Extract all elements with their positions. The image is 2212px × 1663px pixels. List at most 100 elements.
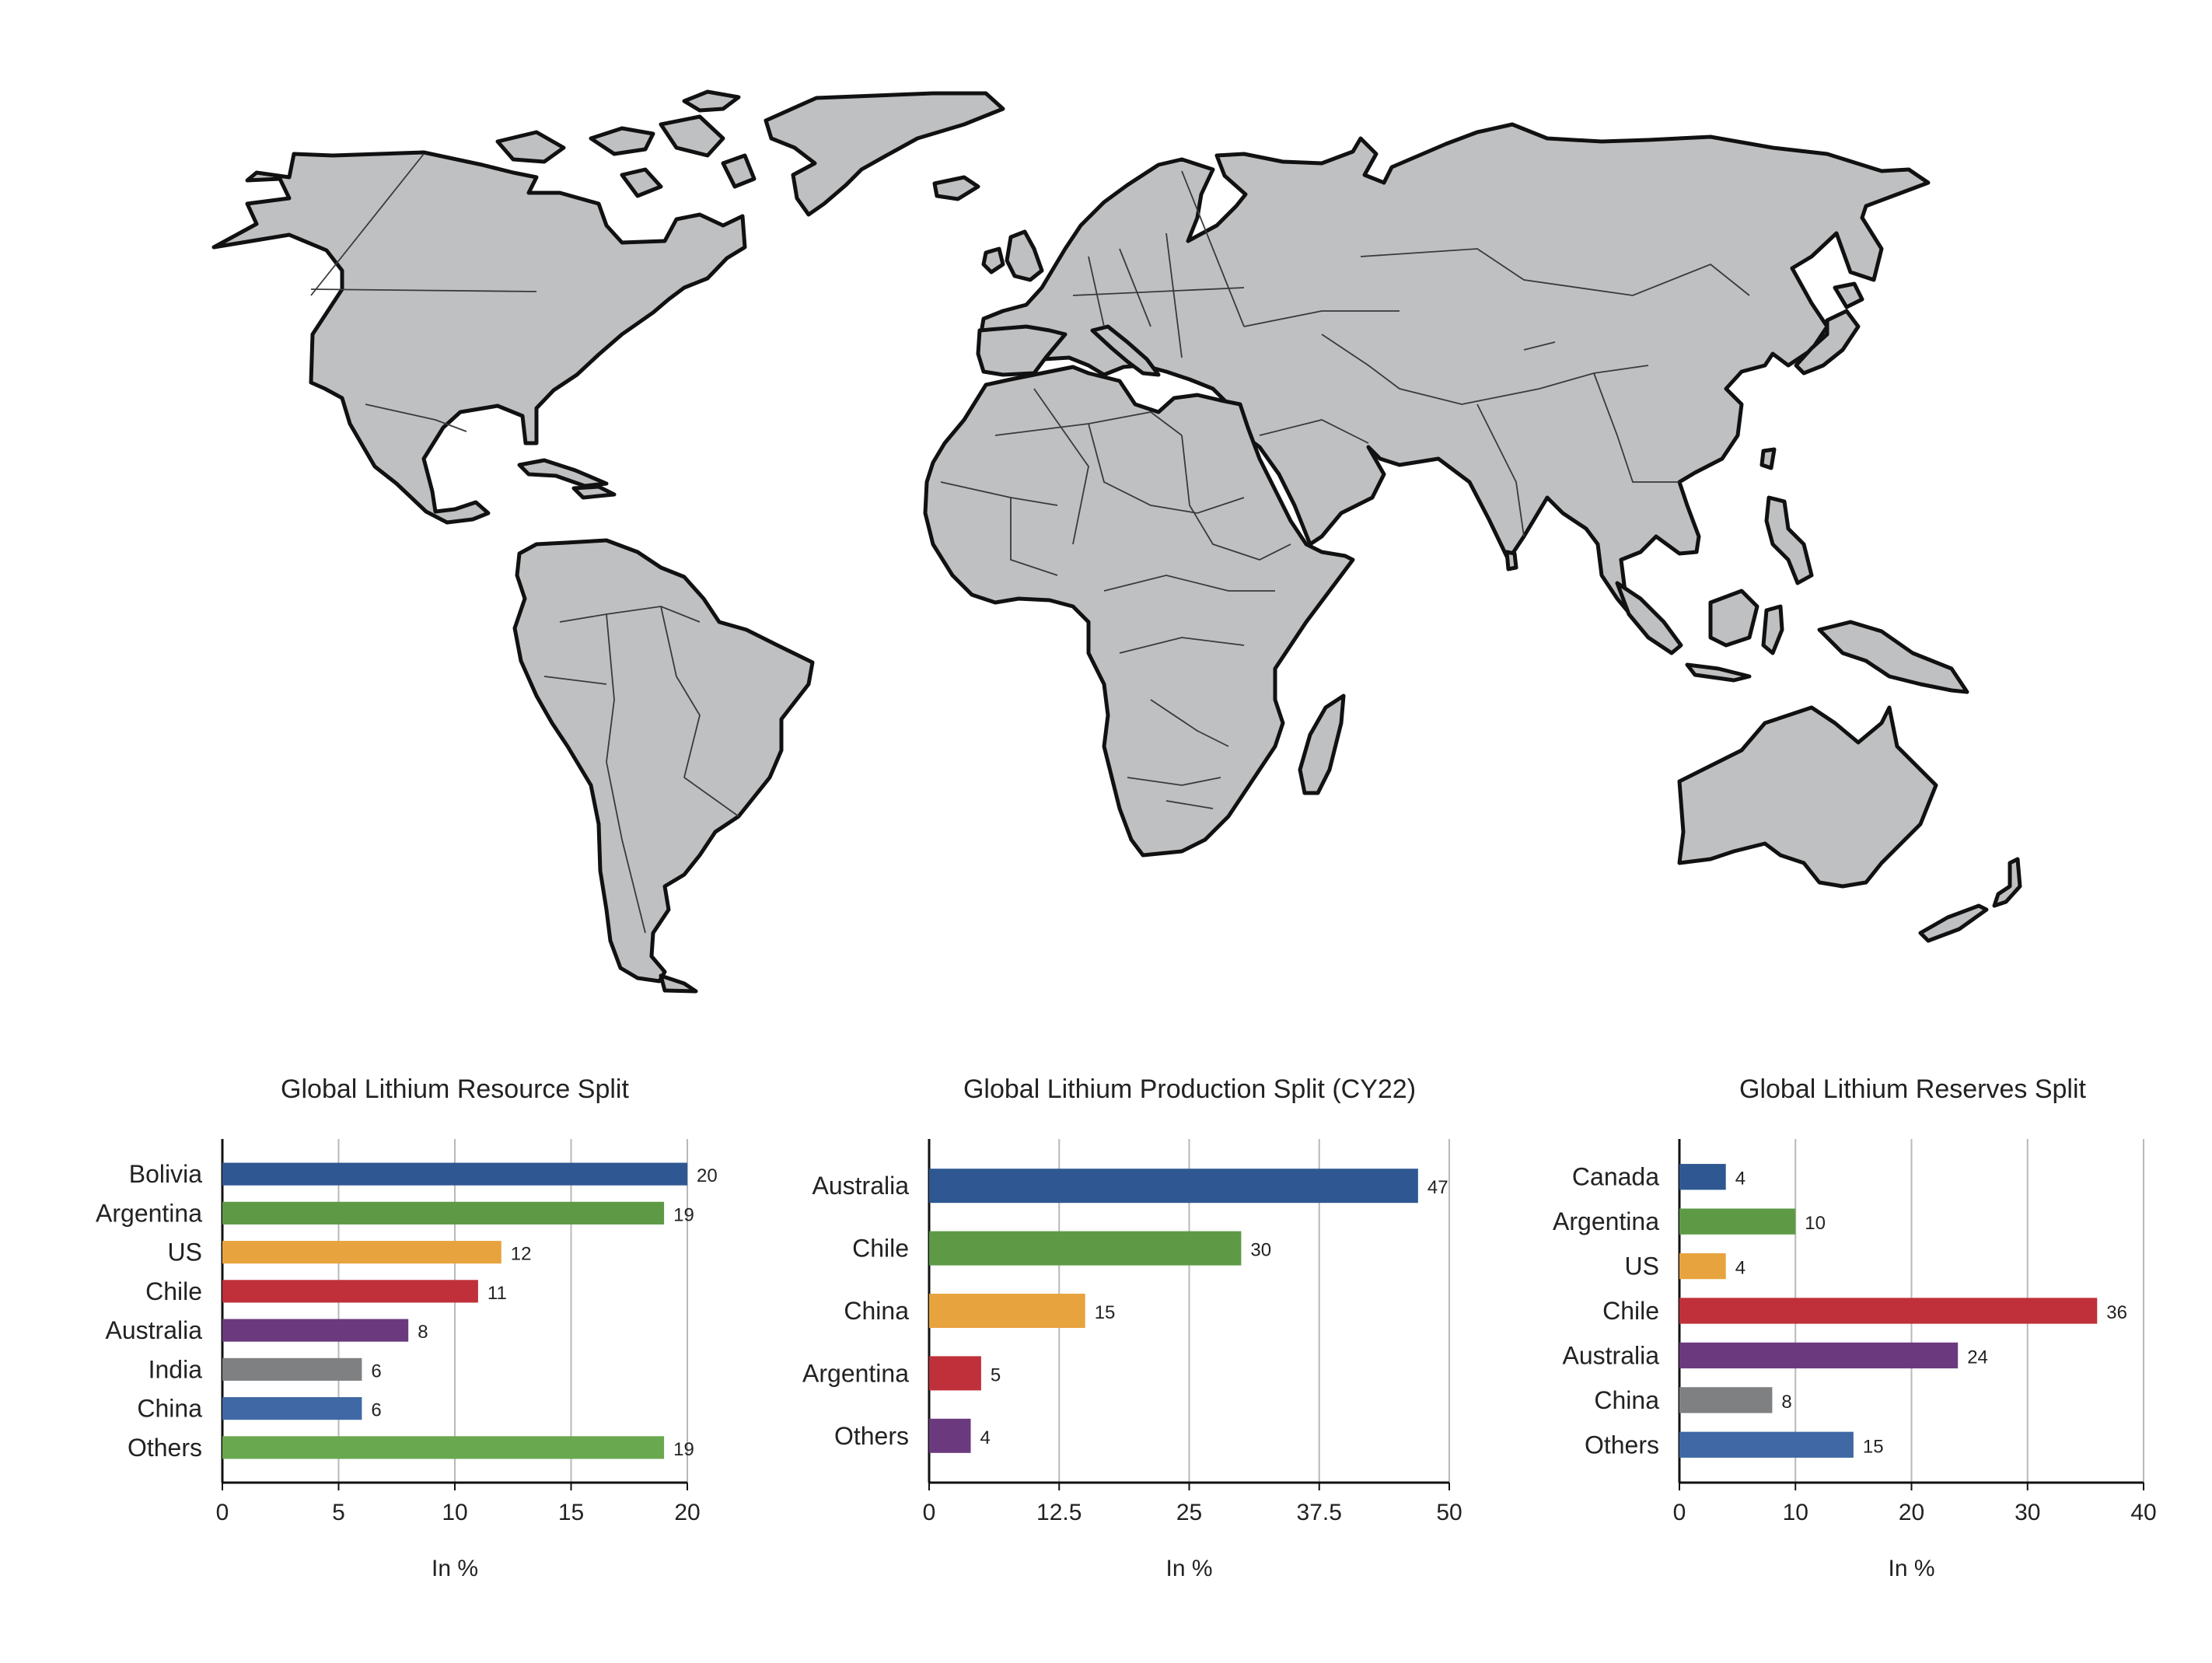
bar-others [222, 1436, 665, 1459]
bar-australia [222, 1319, 409, 1342]
category-label: Others [128, 1434, 202, 1462]
philippines [1764, 495, 1814, 585]
category-label: Canada [1572, 1163, 1659, 1191]
chart-2: Global Lithium Production Split (CY22) 0 1… [802, 1074, 1462, 1581]
category-label: Chile [1602, 1297, 1659, 1325]
category-label: Argentina [1553, 1207, 1659, 1235]
category-label: Chile [145, 1277, 202, 1305]
bar-australia [1679, 1342, 1959, 1369]
value-label: 4 [1735, 1169, 1745, 1190]
value-label: 30 [1250, 1240, 1271, 1261]
x-tick-label: 37.5 [1297, 1500, 1342, 1525]
value-label: 12 [511, 1244, 532, 1265]
new-zealand-north [1992, 857, 2022, 908]
arctic-island-6 [620, 167, 663, 198]
value-label: 36 [2106, 1302, 2127, 1323]
bar-argentina [222, 1201, 665, 1225]
value-label: 19 [673, 1439, 694, 1460]
x-tick-label: 40 [2130, 1500, 2156, 1525]
great-britain [1005, 229, 1044, 282]
madagascar [1298, 693, 1346, 795]
category-label: Argentina [802, 1359, 909, 1387]
value-label: 24 [1967, 1347, 1988, 1368]
x-tick-label: 0 [216, 1500, 229, 1525]
value-label: 6 [371, 1361, 381, 1382]
value-label: 10 [1805, 1213, 1826, 1234]
iberia [976, 324, 1068, 377]
new-zealand-south [1918, 903, 1989, 943]
category-label: Australia [812, 1172, 910, 1200]
bar-us [1679, 1252, 1726, 1280]
x-tick-label: 10 [1783, 1500, 1808, 1525]
australia [1677, 705, 1938, 889]
value-label: 15 [1863, 1436, 1884, 1457]
category-label: US [168, 1239, 202, 1266]
x-tick-label: 10 [442, 1500, 467, 1525]
sulawesi [1761, 604, 1784, 655]
bar-india [222, 1357, 362, 1381]
chart-title: Global Lithium Reserves Split [1739, 1074, 2087, 1104]
x-tick-label: 20 [674, 1500, 700, 1525]
category-label: Others [1585, 1431, 1659, 1459]
bar-china [222, 1397, 362, 1420]
taiwan [1759, 447, 1777, 470]
bar-us [222, 1241, 501, 1264]
x-tick-label: 20 [1899, 1500, 1924, 1525]
japan [1794, 309, 1861, 376]
category-label: US [1625, 1252, 1659, 1280]
bar-others [1679, 1431, 1854, 1458]
tierra-del-fuego [659, 973, 698, 994]
country-borders [310, 153, 1750, 934]
value-label: 15 [1095, 1302, 1116, 1323]
bar-china [1679, 1387, 1773, 1413]
hispaniola [571, 484, 617, 500]
value-label: 47 [1427, 1177, 1448, 1198]
x-tick-label: 15 [558, 1500, 584, 1525]
value-label: 4 [980, 1427, 991, 1448]
charts-area: Global Lithium Resource Split 0 5 10 15 20 In … [0, 1034, 2212, 1659]
bar-canada [1679, 1164, 1726, 1190]
category-label: Australia [1563, 1341, 1660, 1369]
arctic-island-2 [589, 126, 655, 156]
ireland [981, 246, 1005, 274]
category-label: Argentina [96, 1199, 202, 1227]
x-tick-label: 0 [1673, 1500, 1686, 1525]
new-guinea [1817, 620, 1969, 694]
arctic-island-1 [495, 130, 566, 164]
bar-others [929, 1418, 971, 1453]
x-tick-label: 0 [923, 1500, 936, 1525]
borneo [1708, 589, 1759, 648]
x-axis-label: In % [432, 1556, 478, 1581]
value-label: 8 [418, 1322, 428, 1343]
chart-title: Global Lithium Resource Split [281, 1074, 629, 1104]
north-america [211, 150, 747, 525]
cuba [517, 458, 609, 488]
sri-lanka [1504, 550, 1518, 571]
x-axis-label: In % [1888, 1556, 1934, 1581]
x-tick-label: 30 [2015, 1500, 2040, 1525]
chart-3: Global Lithium Reserves Split 0 10 20 30 40 In… [1553, 1074, 2157, 1581]
world-map-svg [211, 89, 2022, 994]
bar-australia [929, 1169, 1418, 1204]
bar-chile [1679, 1298, 2098, 1324]
category-label: Bolivia [129, 1160, 202, 1188]
value-label: 5 [991, 1364, 1001, 1385]
bar-bolivia [222, 1162, 687, 1186]
value-label: 6 [371, 1400, 381, 1421]
africa [923, 365, 1355, 858]
japan-north [1833, 281, 1864, 309]
category-label: Chile [852, 1235, 909, 1263]
value-label: 20 [697, 1165, 718, 1186]
category-label: Australia [106, 1316, 203, 1344]
arctic-island-5 [721, 153, 757, 189]
iceland [932, 175, 980, 201]
category-label: Others [834, 1422, 909, 1450]
x-tick-label: 50 [1436, 1500, 1462, 1525]
value-label: 4 [1735, 1258, 1745, 1279]
x-tick-label: 5 [332, 1500, 345, 1525]
bar-chile [222, 1280, 478, 1303]
x-tick-label: 25 [1176, 1500, 1202, 1525]
category-label: China [1594, 1386, 1659, 1414]
chart-1: Global Lithium Resource Split 0 5 10 15 20 In … [96, 1074, 718, 1581]
south-america [512, 538, 815, 983]
